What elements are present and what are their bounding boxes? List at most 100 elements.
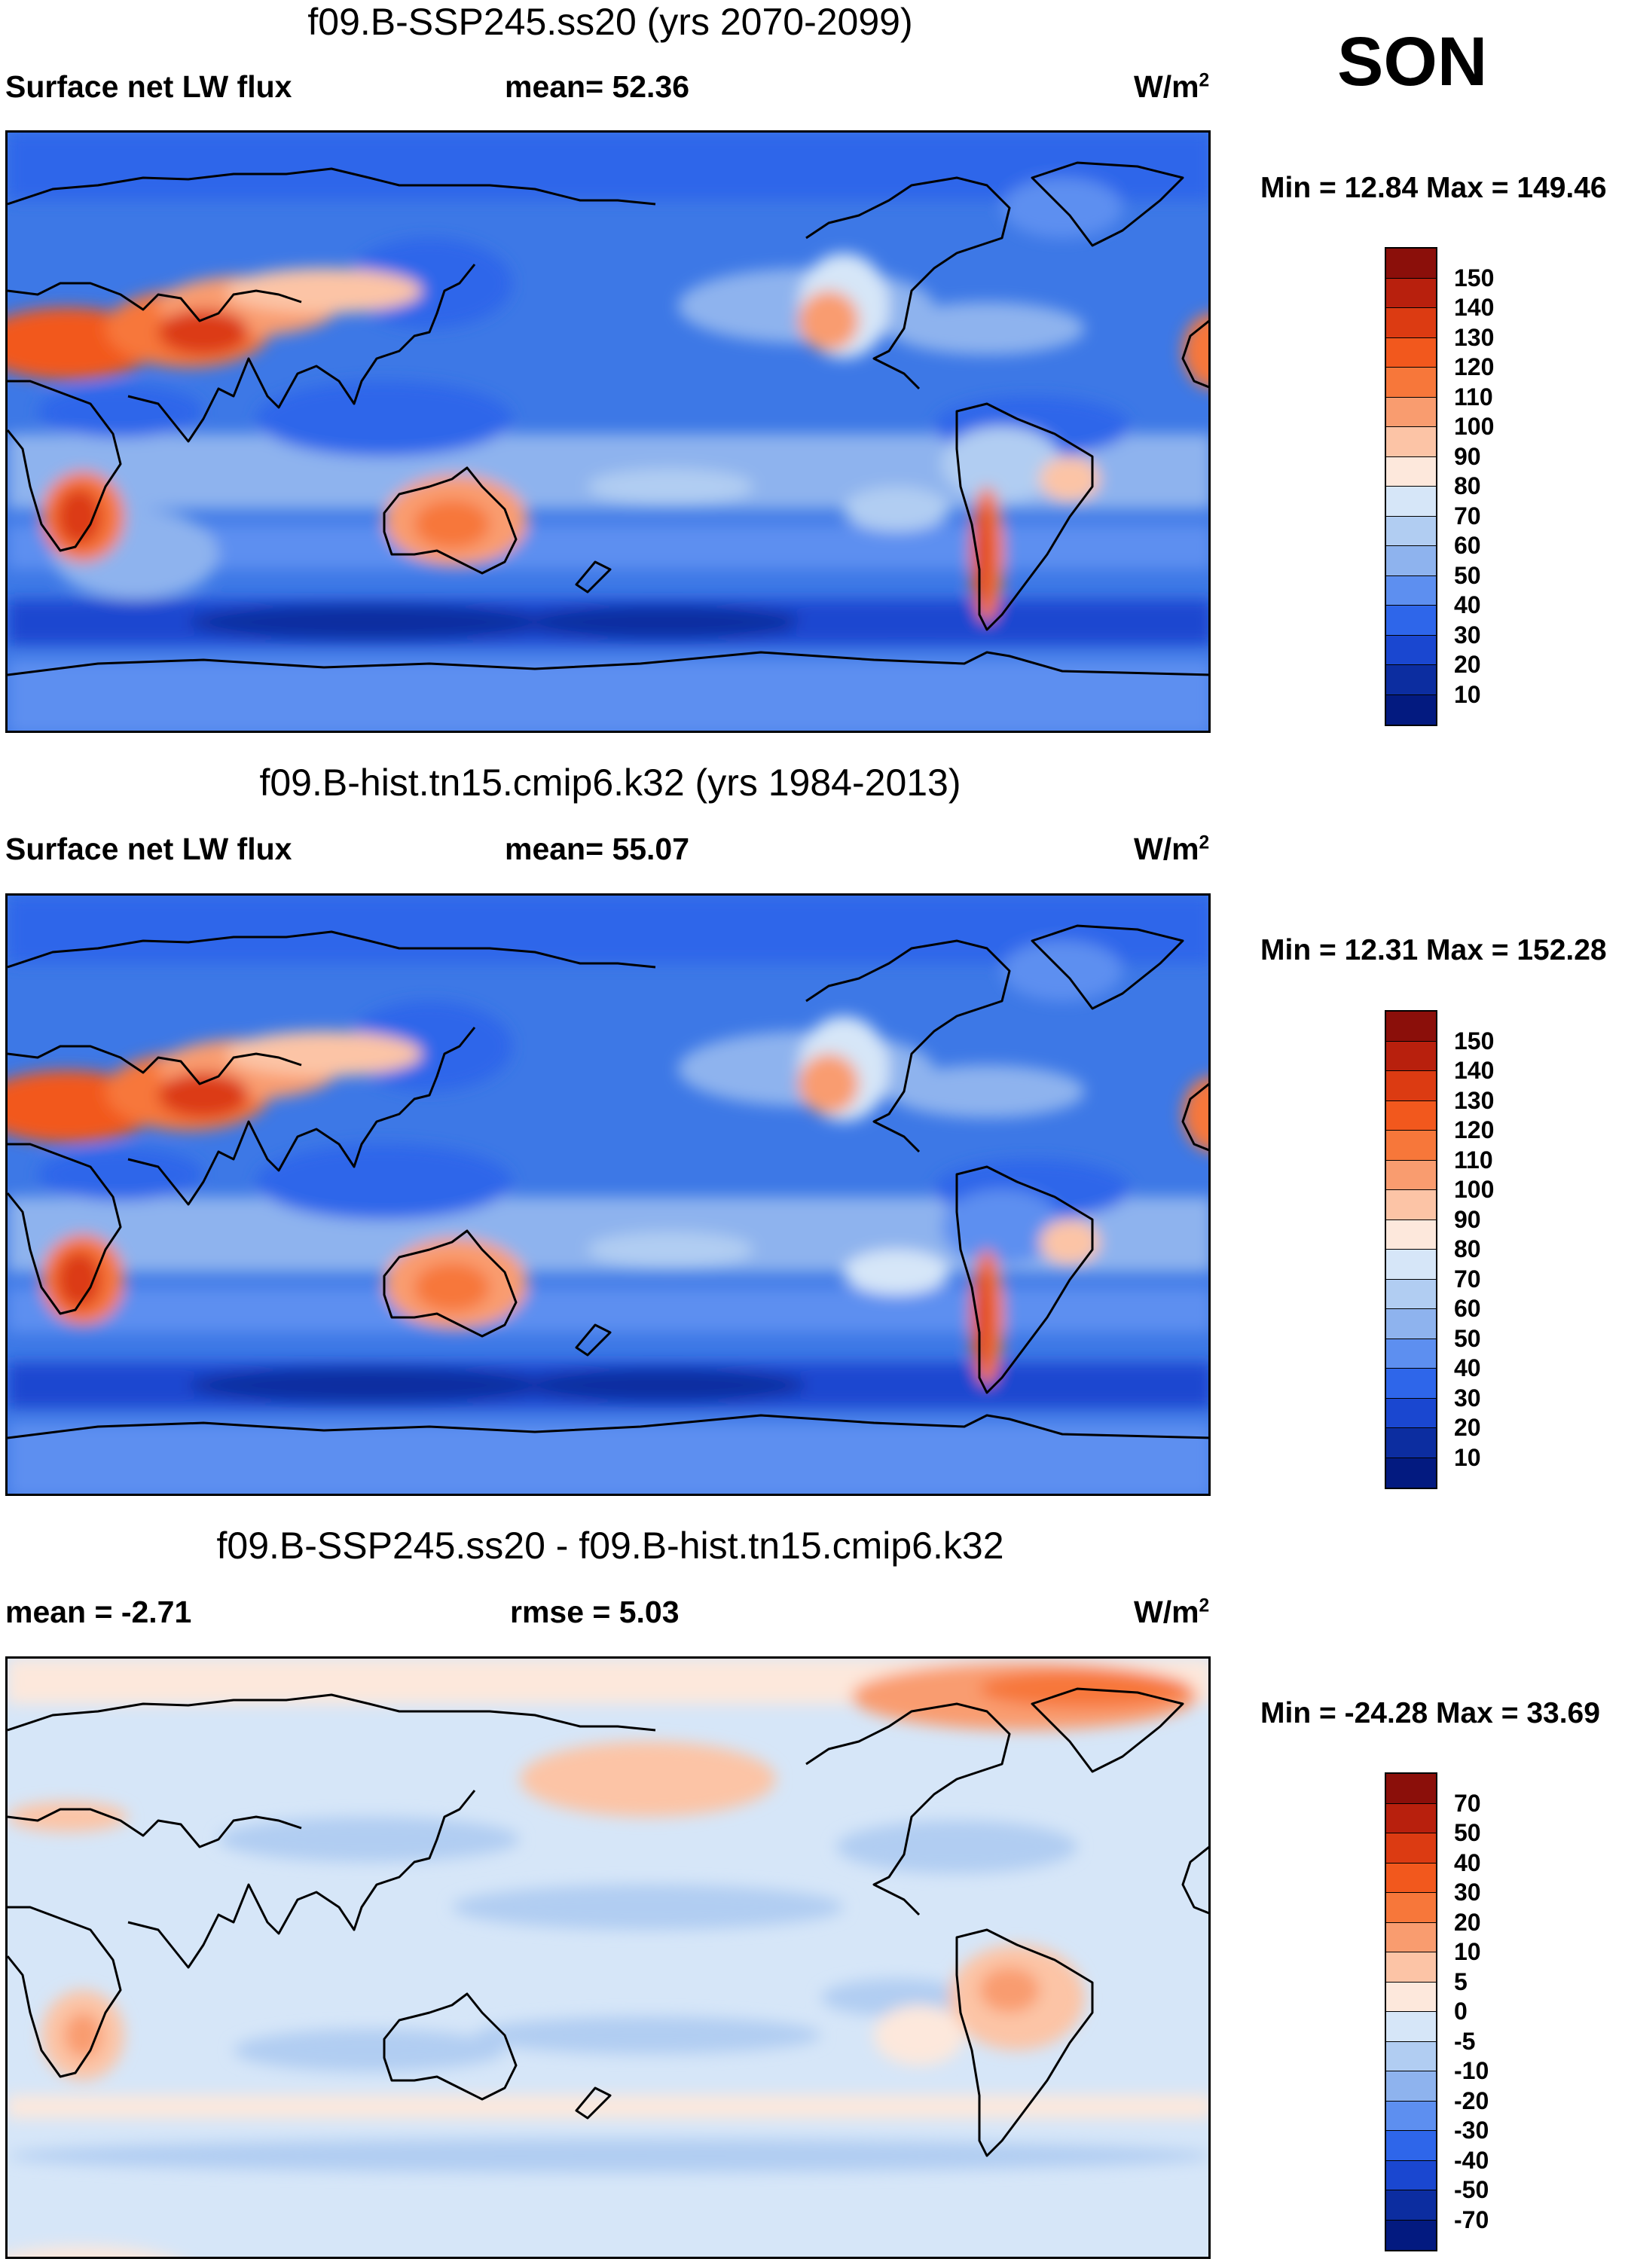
panel2-map: [5, 893, 1211, 1496]
colorbar-tick-label: 150: [1454, 1027, 1495, 1055]
colorbar-swatch: [1386, 2041, 1436, 2071]
panel1-title: f09.B-SSP245.ss20 (yrs 2070-2099): [307, 1, 913, 43]
colorbar-swatch: [1386, 1279, 1436, 1309]
panel3-colorbar: [1385, 1772, 1437, 2251]
panel3-units: W/m2: [1134, 1595, 1210, 1629]
colorbar-swatch: [1386, 1893, 1436, 1923]
colorbar-swatch: [1386, 1131, 1436, 1161]
panel2-title: f09.B-hist.tn15.cmip6.k32 (yrs 1984-2013…: [259, 762, 961, 804]
colorbar-tick-label: -30: [1454, 2117, 1489, 2144]
colorbar-swatch: [1386, 1952, 1436, 1983]
panel3-mean-label: mean = -2.71: [5, 1595, 192, 1629]
colorbar-swatch: [1386, 397, 1436, 427]
colorbar-tick-label: 40: [1454, 591, 1481, 618]
colorbar-swatch: [1386, 2101, 1436, 2131]
colorbar-tick-label: 70: [1454, 1789, 1481, 1817]
colorbar-tick-label: 40: [1454, 1354, 1481, 1381]
colorbar-swatch: [1386, 2190, 1436, 2221]
colorbar-tick-label: -40: [1454, 2146, 1489, 2174]
colorbar-tick-label: 40: [1454, 1848, 1481, 1876]
colorbar-swatch: [1386, 2131, 1436, 2161]
colorbar-tick-label: -20: [1454, 2086, 1489, 2114]
panel2-colorbar: [1385, 1010, 1437, 1489]
colorbar-tick-label: -5: [1454, 2027, 1476, 2055]
colorbar-swatch: [1386, 1100, 1436, 1131]
panel2-variable-label: Surface net LW flux: [5, 832, 292, 866]
colorbar-tick-label: 100: [1454, 1176, 1495, 1203]
colorbar-tick-label: 110: [1454, 1146, 1493, 1174]
colorbar-tick-label: 130: [1454, 1086, 1495, 1114]
panel3-rmse-label: rmse = 5.03: [510, 1595, 680, 1629]
colorbar-swatch: [1386, 694, 1436, 725]
colorbar-tick-label: 90: [1454, 442, 1481, 470]
panel2-units: W/m2: [1134, 832, 1210, 866]
colorbar-swatch: [1386, 1398, 1436, 1428]
colorbar-swatch: [1386, 1833, 1436, 1864]
panel1-map: [5, 130, 1211, 733]
colorbar-swatch: [1386, 1190, 1436, 1220]
colorbar-swatch: [1386, 1922, 1436, 1952]
colorbar-tick-label: 150: [1454, 264, 1495, 292]
colorbar-swatch: [1386, 1428, 1436, 1458]
colorbar-swatch: [1386, 2160, 1436, 2190]
colorbar-tick-label: 140: [1454, 294, 1495, 321]
colorbar-tick-label: 5: [1454, 1967, 1468, 1995]
colorbar-swatch: [1386, 487, 1436, 517]
colorbar-tick-label: 50: [1454, 1324, 1481, 1352]
colorbar-swatch: [1386, 2071, 1436, 2102]
panel1-mean-label: mean= 52.36: [505, 69, 690, 104]
colorbar-swatch: [1386, 1041, 1436, 1071]
colorbar-tick-label: 70: [1454, 1265, 1481, 1293]
panel2-mean-label: mean= 55.07: [505, 832, 690, 866]
colorbar-swatch: [1386, 1160, 1436, 1190]
colorbar-swatch: [1386, 368, 1436, 398]
colorbar-tick-label: 140: [1454, 1057, 1495, 1084]
colorbar-swatch: [1386, 2012, 1436, 2042]
colorbar-tick-label: 10: [1454, 680, 1481, 708]
colorbar-swatch: [1386, 1982, 1436, 2012]
colorbar-swatch: [1386, 665, 1436, 695]
colorbar-tick-label: 20: [1454, 1414, 1481, 1441]
colorbar-tick-label: 20: [1454, 651, 1481, 678]
panel1-minmax: Min = 12.84 Max = 149.46: [1260, 172, 1607, 204]
panel1-colorbar: [1385, 247, 1437, 726]
colorbar-tick-label: 30: [1454, 621, 1481, 649]
colorbar-tick-label: 80: [1454, 1235, 1481, 1262]
colorbar-swatch: [1386, 1458, 1436, 1488]
panel1-variable-label: Surface net LW flux: [5, 69, 292, 104]
colorbar-tick-label: 130: [1454, 323, 1495, 351]
colorbar-tick-label: -10: [1454, 2057, 1489, 2084]
colorbar-swatch: [1386, 1369, 1436, 1399]
panel3-minmax: Min = -24.28 Max = 33.69: [1260, 1697, 1600, 1729]
colorbar-swatch: [1386, 516, 1436, 546]
colorbar-swatch: [1386, 337, 1436, 368]
colorbar-swatch: [1386, 546, 1436, 576]
colorbar-tick-label: 70: [1454, 502, 1481, 530]
colorbar-swatch: [1386, 2220, 1436, 2250]
colorbar-tick-label: 10: [1454, 1938, 1481, 1965]
colorbar-swatch: [1386, 308, 1436, 338]
colorbar-tick-label: -70: [1454, 2205, 1489, 2233]
colorbar-tick-label: 50: [1454, 561, 1481, 589]
colorbar-tick-label: -50: [1454, 2176, 1489, 2203]
colorbar-tick-label: 120: [1454, 353, 1495, 380]
colorbar-swatch: [1386, 1219, 1436, 1250]
colorbar-swatch: [1386, 1774, 1436, 1804]
colorbar-tick-label: 100: [1454, 413, 1495, 440]
colorbar-tick-label: 60: [1454, 532, 1481, 559]
panel3-title: f09.B-SSP245.ss20 - f09.B-hist.tn15.cmip…: [216, 1525, 1004, 1567]
colorbar-tick-label: 50: [1454, 1819, 1481, 1846]
colorbar-swatch: [1386, 635, 1436, 665]
colorbar-tick-label: 30: [1454, 1879, 1481, 1906]
colorbar-swatch: [1386, 1309, 1436, 1339]
colorbar-swatch: [1386, 1339, 1436, 1369]
panel2-minmax: Min = 12.31 Max = 152.28: [1260, 934, 1607, 966]
colorbar-tick-label: 60: [1454, 1295, 1481, 1322]
colorbar-tick-label: 20: [1454, 1908, 1481, 1936]
colorbar-swatch: [1386, 606, 1436, 636]
season-label: SON: [1337, 23, 1488, 100]
colorbar-tick-label: 30: [1454, 1384, 1481, 1412]
colorbar-swatch: [1386, 1250, 1436, 1280]
panel3-map: [5, 1656, 1211, 2259]
colorbar-tick-label: 0: [1454, 1998, 1468, 2025]
